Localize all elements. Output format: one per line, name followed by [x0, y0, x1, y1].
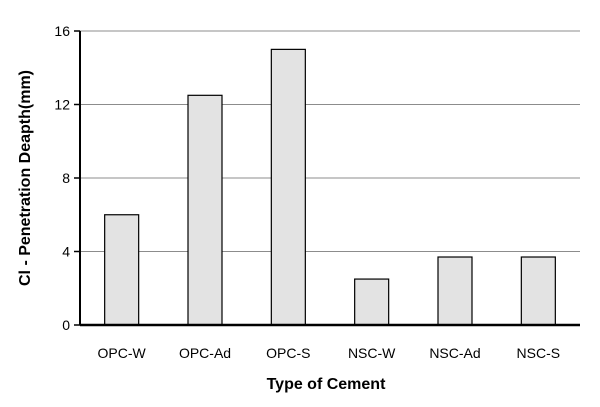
- y-axis-title: Cl - Penetration Deapth(mm): [17, 70, 34, 286]
- x-tick-label: NSC-S: [517, 345, 561, 361]
- bar-opc-s: [270, 48, 306, 326]
- x-tick-label: NSC-W: [348, 345, 396, 361]
- y-tick-label: 12: [54, 97, 70, 113]
- bars: [104, 48, 556, 326]
- x-tick-label: OPC-W: [98, 345, 147, 361]
- y-tick-label: 0: [62, 317, 70, 333]
- bar-nsc-ad: [437, 256, 473, 326]
- x-tick-label: OPC-S: [266, 345, 310, 361]
- x-axis-title: Type of Cement: [267, 376, 387, 393]
- x-tick-labels: OPC-W OPC-Ad OPC-S NSC-W NSC-Ad NSC-S: [98, 345, 561, 361]
- bar-opc-ad: [187, 94, 223, 326]
- gridlines: [74, 30, 580, 326]
- x-tick-label: OPC-Ad: [179, 345, 231, 361]
- y-tick-label: 16: [54, 23, 70, 39]
- bar-opc-w: [104, 214, 140, 326]
- bar-nsc-s: [520, 256, 556, 326]
- axes: [79, 31, 580, 327]
- y-tick-label: 4: [62, 244, 70, 260]
- y-tick-label: 8: [62, 170, 70, 186]
- bar-nsc-w: [354, 278, 390, 326]
- y-tick-labels: 0 4 8 12 16: [54, 23, 70, 333]
- x-tick-label: NSC-Ad: [429, 345, 480, 361]
